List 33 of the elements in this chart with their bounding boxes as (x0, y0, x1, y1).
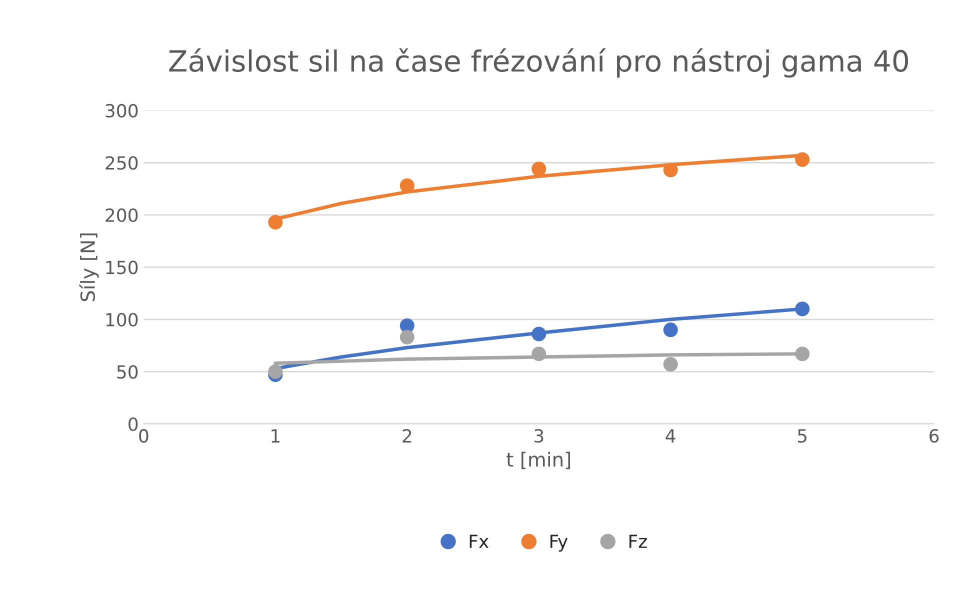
legend-label: Fx (470, 534, 489, 548)
y-tick-label: 250 (106, 156, 138, 170)
point (532, 162, 546, 176)
point (268, 214, 283, 230)
x-tick-label: 4 (666, 429, 676, 442)
chart-title: Závislost sil na čase frézování pro nástroj gama 40 (169, 48, 908, 78)
x-axis-title: t [min] (506, 452, 570, 470)
legend-label: Fz (630, 534, 647, 548)
x-tick-label: 5 (798, 429, 806, 443)
y-tick-label: 0 (128, 417, 138, 431)
point (268, 364, 283, 379)
y-tick-label: 150 (106, 260, 138, 274)
y-tick-label: 200 (106, 208, 138, 222)
point (663, 357, 678, 372)
x-tick-label: 1 (272, 429, 280, 442)
x-tick-label: 6 (930, 429, 939, 443)
y-tick-label: 50 (117, 365, 138, 379)
point (795, 346, 810, 362)
point (532, 346, 546, 362)
point (532, 326, 546, 342)
point (663, 322, 678, 338)
point (400, 178, 414, 193)
point (400, 330, 414, 344)
point (663, 162, 678, 178)
y-tick-label: 300 (106, 104, 138, 118)
point (795, 152, 810, 167)
x-tick-label: 0 (139, 429, 148, 443)
x-tick-label: 3 (534, 429, 544, 443)
y-tick-label: 100 (106, 312, 138, 327)
x-tick-label: 2 (402, 429, 412, 442)
y-axis-title: Síly [N] (79, 234, 99, 302)
legend-label: Fy (550, 534, 568, 552)
point (795, 302, 810, 316)
